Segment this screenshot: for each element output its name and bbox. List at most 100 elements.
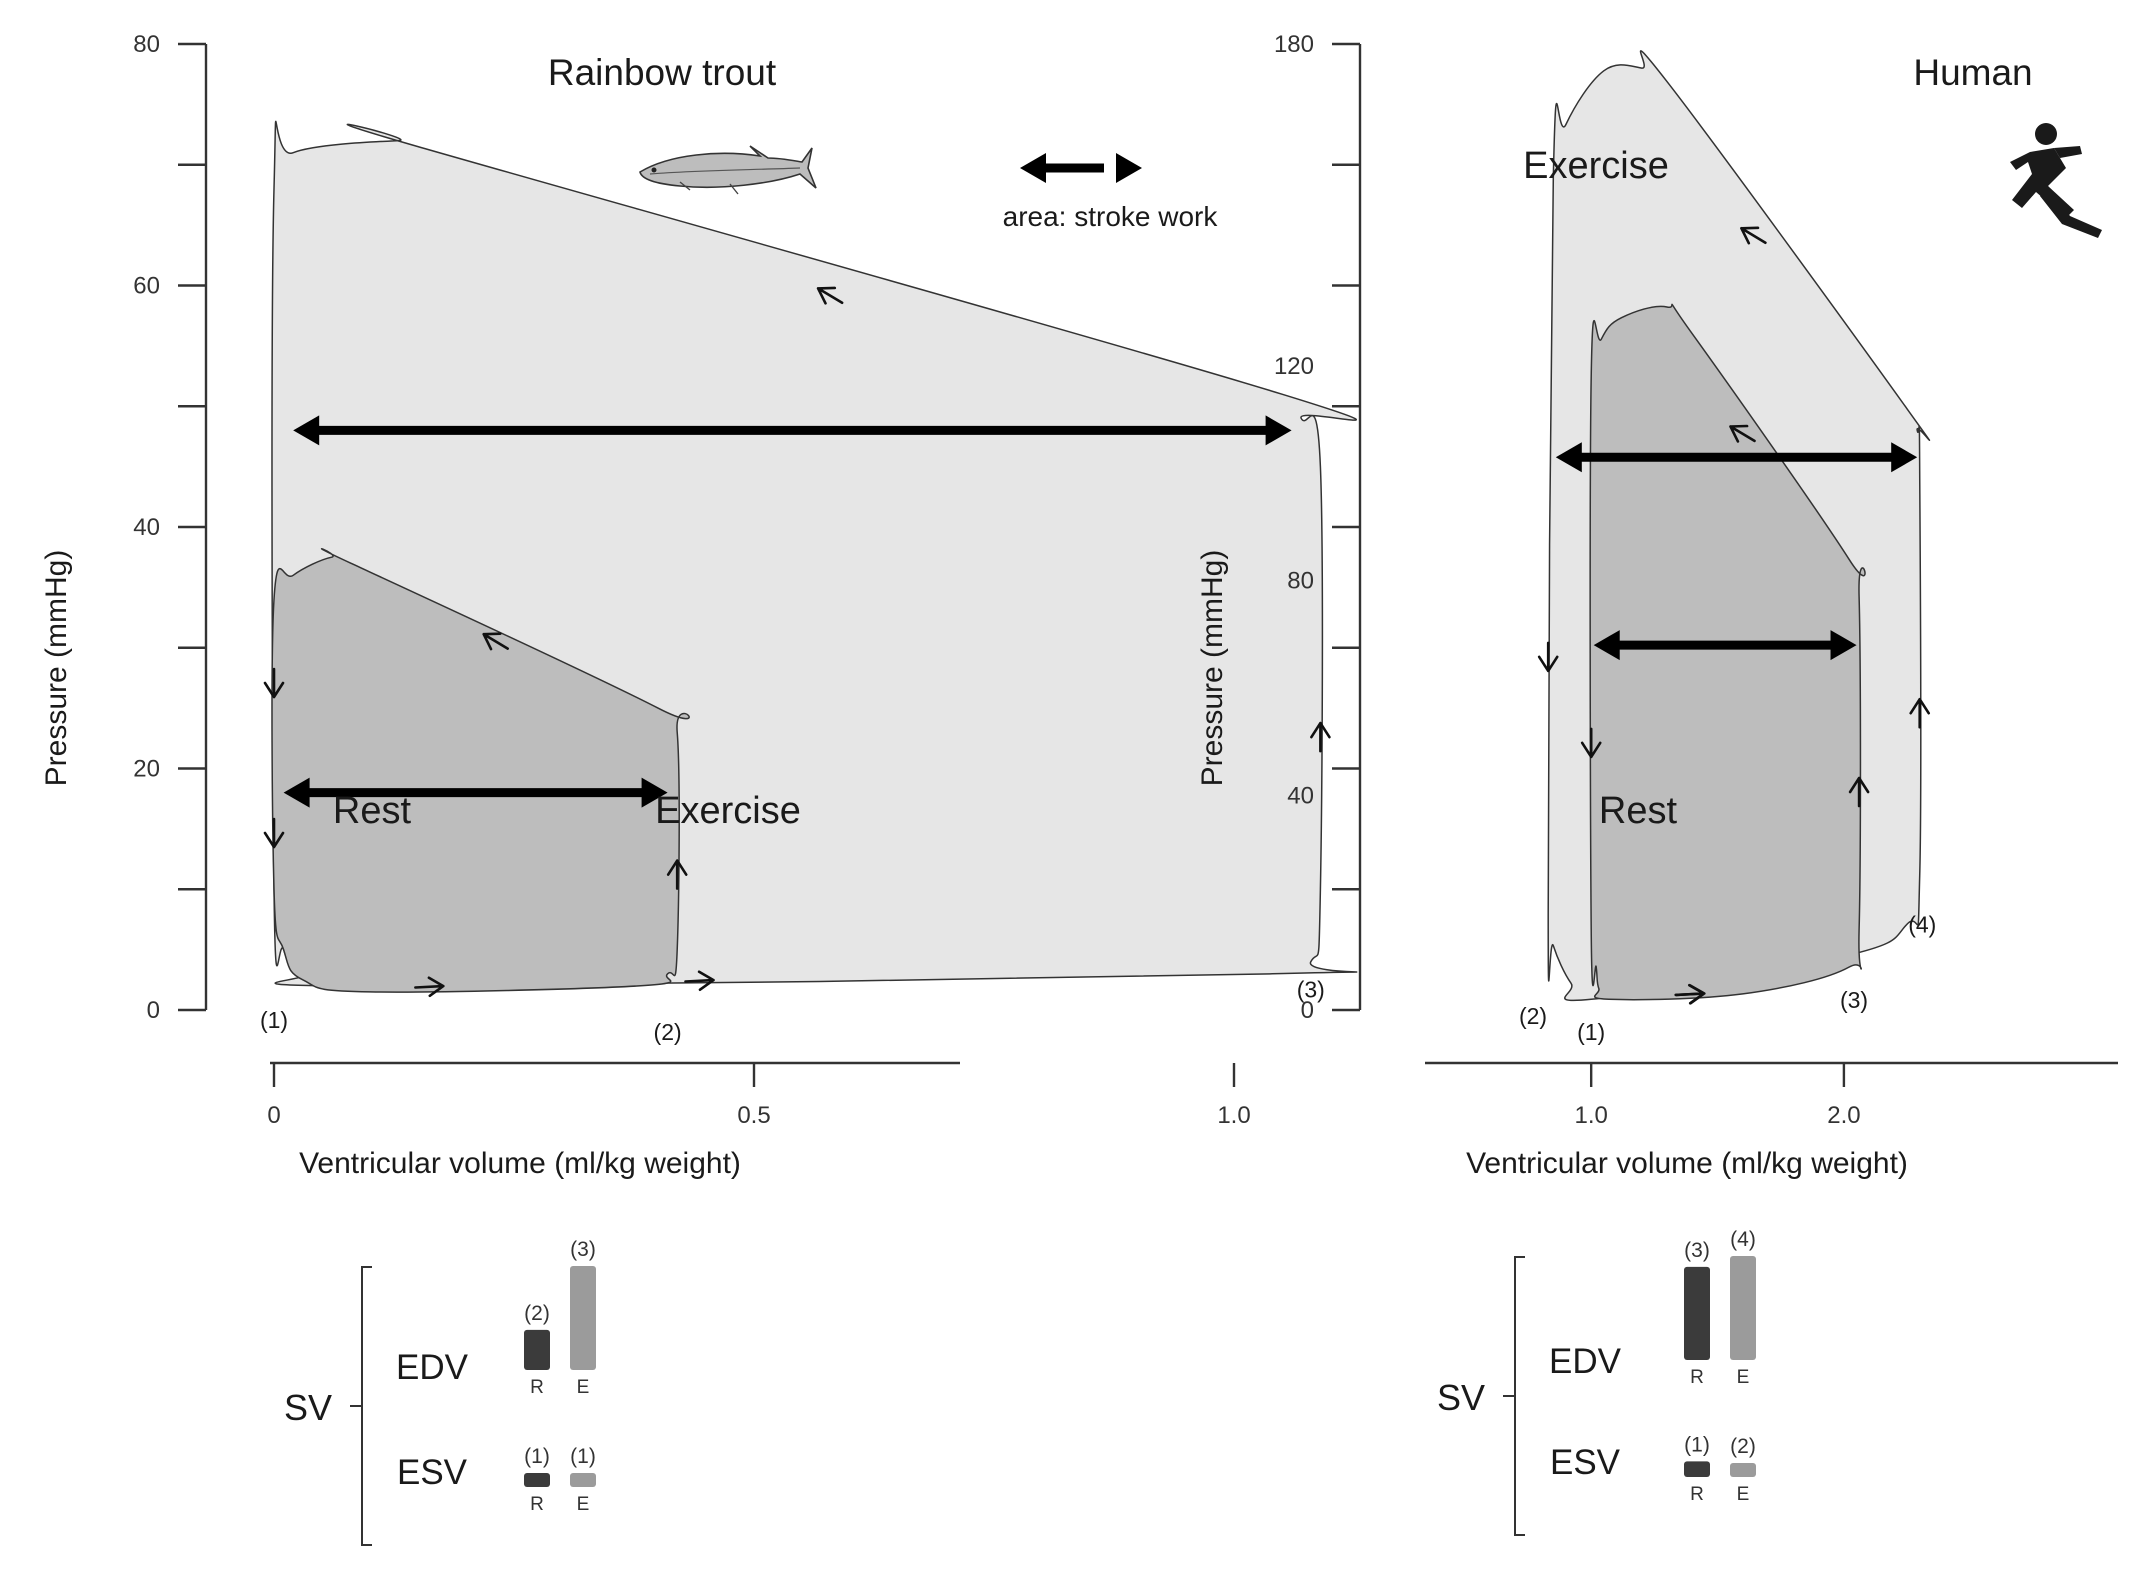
- sv-panel-trout: SV EDV (2) R (3) E ESV (1) R (1) E: [284, 1238, 596, 1546]
- x-axis: 0 0.5 1.0: [267, 1061, 1251, 1129]
- y-axis: 0 20 40 60 80: [133, 31, 208, 1024]
- point-label: (3): [1840, 987, 1868, 1013]
- sv-bar-rest: [524, 1329, 550, 1370]
- exercise-ejection-arrow: [1740, 226, 1767, 245]
- x-tick-label: 1.0: [1574, 1102, 1607, 1129]
- chart-title: Human: [1913, 52, 2032, 93]
- sv-bar-exercise: [1730, 1256, 1756, 1360]
- exercise-stroke-work-arrow: [293, 415, 1292, 446]
- sv-bar-exercise: [1730, 1463, 1756, 1477]
- sv-row-label: EDV: [1549, 1342, 1622, 1381]
- exercise-contraction-arrow: [1310, 721, 1331, 753]
- point-label: (3): [1297, 977, 1325, 1003]
- sv-bracket: [1503, 1256, 1525, 1536]
- exercise-contraction-arrow: [1909, 697, 1930, 729]
- y-tick-label: 180: [1274, 31, 1314, 58]
- x-axis-title: Ventricular volume (ml/kg weight): [299, 1147, 741, 1180]
- sv-bar-cap: (2): [524, 1302, 550, 1325]
- y-tick-label: 40: [133, 514, 160, 541]
- exercise-relaxation-arrow: [1537, 641, 1559, 673]
- sv-bar-letter: E: [1737, 1484, 1750, 1505]
- y-tick-label: 0: [147, 997, 160, 1024]
- point-label: (2): [1519, 1003, 1547, 1029]
- runner-icon: [2010, 123, 2102, 238]
- y-tick-label: 20: [133, 756, 160, 783]
- sv-bar-letter: R: [530, 1377, 544, 1398]
- sv-bar-letter: R: [1690, 1484, 1704, 1505]
- y-axis: 0 40 80 120 180: [1274, 31, 1362, 1024]
- exercise-filling-arrow: [684, 970, 715, 991]
- sv-row-label: ESV: [397, 1453, 468, 1492]
- stroke-work-arrow-head: [641, 777, 668, 808]
- point-label: (2): [654, 1019, 682, 1045]
- stroke-work-legend: area: stroke work: [1003, 153, 1219, 232]
- sv-bar-letter: E: [1737, 1367, 1750, 1388]
- point-labels-layer: (1) (2) (3) (4): [1519, 912, 1936, 1045]
- stroke-work-arrow-head: [1555, 442, 1582, 473]
- sv-bar-exercise: [570, 1473, 596, 1487]
- exercise-region-label: Exercise: [1523, 145, 1669, 187]
- rest-contraction-arrow: [666, 859, 688, 890]
- rest-ejection-arrow: [482, 632, 509, 651]
- loops-layer: [1537, 50, 1931, 1005]
- point-label: (1): [1577, 1019, 1605, 1045]
- sv-bar-rest: [1684, 1461, 1710, 1477]
- x-tick-label: 2.0: [1827, 1102, 1860, 1129]
- sv-bar-exercise: [570, 1266, 596, 1370]
- sv-bar-cap: (2): [1730, 1435, 1756, 1458]
- rest-region-label: Rest: [333, 790, 412, 832]
- loops-layer: [263, 120, 1358, 998]
- exercise-relaxation-arrow: [263, 667, 285, 699]
- stroke-work-arrow-head: [1593, 630, 1620, 661]
- exercise-region-label: Exercise: [655, 790, 801, 832]
- rest-filling-arrow: [414, 976, 445, 998]
- y-tick-label: 60: [133, 273, 160, 300]
- sv-bar-cap: (1): [1684, 1433, 1710, 1456]
- human-panel: Human 0 40 80 120 180 1.0 2.0 (1) (2) (3) (4) Ex…: [1196, 31, 2118, 1180]
- sv-bar-letter: R: [1690, 1367, 1704, 1388]
- sv-bar-rest: [1684, 1266, 1710, 1360]
- sv-label: SV: [284, 1387, 332, 1428]
- y-axis-title: Pressure (mmHg): [1196, 550, 1229, 787]
- rest-stroke-work-arrow: [1593, 630, 1857, 661]
- stroke-work-arrow-head: [293, 415, 320, 446]
- point-label: (1): [260, 1007, 288, 1033]
- sv-row-label: EDV: [396, 1348, 469, 1387]
- sv-bar-cap: (1): [570, 1445, 596, 1468]
- y-tick-label: 120: [1274, 353, 1314, 380]
- exercise-stroke-work-arrow: [1555, 442, 1918, 473]
- stroke-work-arrow-head: [283, 777, 310, 808]
- stroke-work-arrow-head: [1265, 415, 1292, 446]
- x-tick-label: 0.5: [737, 1102, 770, 1129]
- exercise-ejection-arrow: [816, 286, 844, 305]
- sv-row-label: ESV: [1550, 1443, 1621, 1482]
- rest-contraction-arrow: [1848, 776, 1870, 808]
- sv-panel-human: SV EDV (3) R (4) E ESV (1) R (2) E: [1437, 1228, 1756, 1536]
- sv-bar-letter: R: [530, 1494, 544, 1515]
- sv-bar-cap: (3): [570, 1238, 596, 1261]
- rest-loop: [1589, 303, 1866, 1001]
- sv-bracket: [350, 1266, 372, 1546]
- point-labels-layer: (1) (2) (3): [260, 977, 1325, 1045]
- y-tick-label: 0: [1301, 997, 1314, 1024]
- sv-bar-rest: [524, 1473, 550, 1487]
- sv-bar-cap: (1): [524, 1445, 550, 1468]
- x-tick-label: 0: [267, 1102, 280, 1129]
- x-tick-label: 1.0: [1217, 1102, 1250, 1129]
- point-label: (4): [1908, 912, 1936, 938]
- stroke-work-arrow-head: [1891, 442, 1918, 473]
- sv-bar-cap: (4): [1730, 1228, 1756, 1251]
- stroke-work-arrow-head: [1830, 630, 1857, 661]
- sv-bar-letter: E: [577, 1494, 590, 1515]
- legend-text: area: stroke work: [1003, 201, 1219, 232]
- rest-filling-arrow: [1674, 983, 1705, 1005]
- rest-relaxation-arrow: [263, 817, 285, 849]
- double-arrow-icon: [1020, 153, 1142, 183]
- rest-loop: [271, 547, 690, 993]
- chart-title: Rainbow trout: [548, 52, 777, 93]
- y-tick-label: 80: [1287, 568, 1314, 595]
- y-tick-label: 40: [1287, 782, 1314, 809]
- y-tick-label: 80: [133, 31, 160, 58]
- sv-bar-letter: E: [577, 1377, 590, 1398]
